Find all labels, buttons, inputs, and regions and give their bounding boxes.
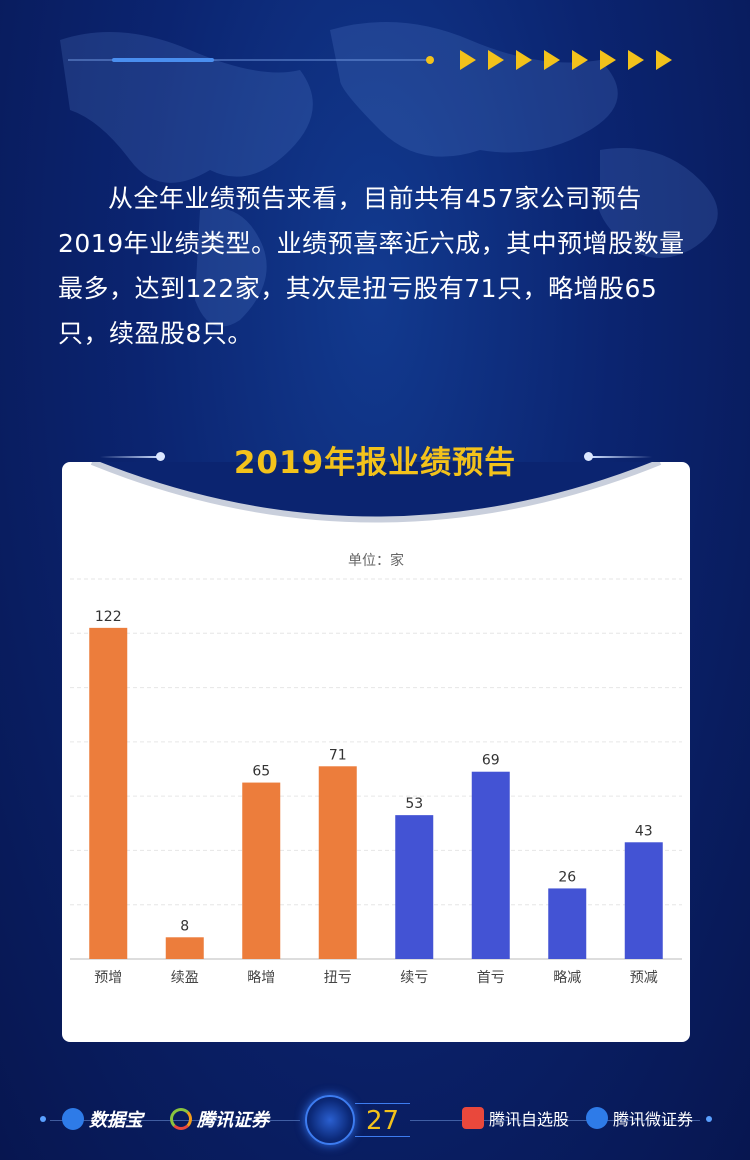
arrow-icon xyxy=(488,50,504,70)
x-tick-label: 略减 xyxy=(553,970,581,986)
bar-8 xyxy=(624,842,663,959)
title-dot-right xyxy=(584,452,593,461)
data-label: 122 xyxy=(95,609,122,625)
x-tick-label: 续盈 xyxy=(171,969,199,986)
logo-tencent-stock-text: 腾讯自选股 xyxy=(489,1110,570,1129)
arrow-icon xyxy=(544,50,560,70)
data-label: 8 xyxy=(180,918,189,934)
bar-1 xyxy=(89,627,128,959)
x-tick-label: 扭亏 xyxy=(324,970,352,986)
data-label: 53 xyxy=(405,796,423,812)
data-label: 65 xyxy=(252,764,270,780)
footer-line-right xyxy=(410,1120,700,1121)
bar-chart: 122 预增 8 续盈 65 略增 71 扭亏 53 续亏 69 首亏 26 略减 43 预减 xyxy=(70,578,682,986)
logo-tencent-securities: 腾讯证券 xyxy=(170,1106,269,1132)
x-tick-label: 续亏 xyxy=(400,969,428,986)
footer-dot-right xyxy=(706,1116,712,1122)
logo-tencent-micro-securities-text: 腾讯微证券 xyxy=(613,1110,694,1129)
bar-3 xyxy=(242,782,281,959)
bar-5 xyxy=(395,815,434,959)
card-notch xyxy=(62,462,690,523)
arrow-icon xyxy=(656,50,672,70)
unit-label: 单位：家 xyxy=(348,553,404,569)
title-line-left xyxy=(100,456,160,458)
chart-card: 单位：家 122 预增 8 续盈 65 略增 71 扭亏 53 续亏 69 首亏 26 略减 43 预减 xyxy=(62,462,690,1042)
top-decor-dot xyxy=(426,56,434,64)
page-badge-circle xyxy=(305,1095,355,1145)
footer-dot-left xyxy=(40,1116,46,1122)
x-tick-label: 预增 xyxy=(94,970,122,986)
logo-tencent-stock: 腾讯自选股 xyxy=(462,1106,569,1130)
x-tick-label: 预减 xyxy=(630,970,658,986)
logo-tencent-micro-securities: 腾讯微证券 xyxy=(586,1106,693,1130)
data-label: 43 xyxy=(635,823,653,839)
arrow-icon xyxy=(628,50,644,70)
arrow-icon xyxy=(460,50,476,70)
bar-2 xyxy=(165,937,204,959)
title-line-right xyxy=(592,456,652,458)
data-label: 71 xyxy=(329,747,347,763)
intro-paragraph: 从全年业绩预告来看，目前共有457家公司预告2019年业绩类型。业绩预喜率近六成… xyxy=(58,184,685,348)
x-tick-label: 略增 xyxy=(247,970,275,986)
tencent-stock-logo-icon xyxy=(462,1107,484,1129)
arrow-icon xyxy=(572,50,588,70)
bar-4 xyxy=(318,766,357,959)
shujubao-logo-icon xyxy=(62,1108,84,1130)
arrow-icon xyxy=(600,50,616,70)
logo-tencent-securities-text: 腾讯证券 xyxy=(197,1110,269,1131)
data-label: 26 xyxy=(558,869,576,885)
bar-7 xyxy=(548,888,587,959)
tencent-securities-logo-icon xyxy=(170,1108,192,1130)
logo-shujubao: 数据宝 xyxy=(62,1106,143,1132)
world-map-background xyxy=(60,22,718,327)
top-arrows xyxy=(460,50,672,70)
top-decor-highlight xyxy=(112,58,214,62)
data-label: 69 xyxy=(482,753,500,769)
footer: 数据宝 腾讯证券 27 腾讯自选股 腾讯微证券 xyxy=(0,1095,750,1145)
logo-shujubao-text: 数据宝 xyxy=(89,1110,143,1131)
page-number: 27 xyxy=(355,1103,410,1137)
bar-6 xyxy=(471,771,510,959)
title-dot-left xyxy=(156,452,165,461)
top-decor-line xyxy=(68,59,430,61)
arrow-icon xyxy=(516,50,532,70)
chart-title: 2019年报业绩预告 xyxy=(233,445,517,481)
x-tick-label: 首亏 xyxy=(477,970,505,986)
tencent-micro-securities-logo-icon xyxy=(586,1107,608,1129)
